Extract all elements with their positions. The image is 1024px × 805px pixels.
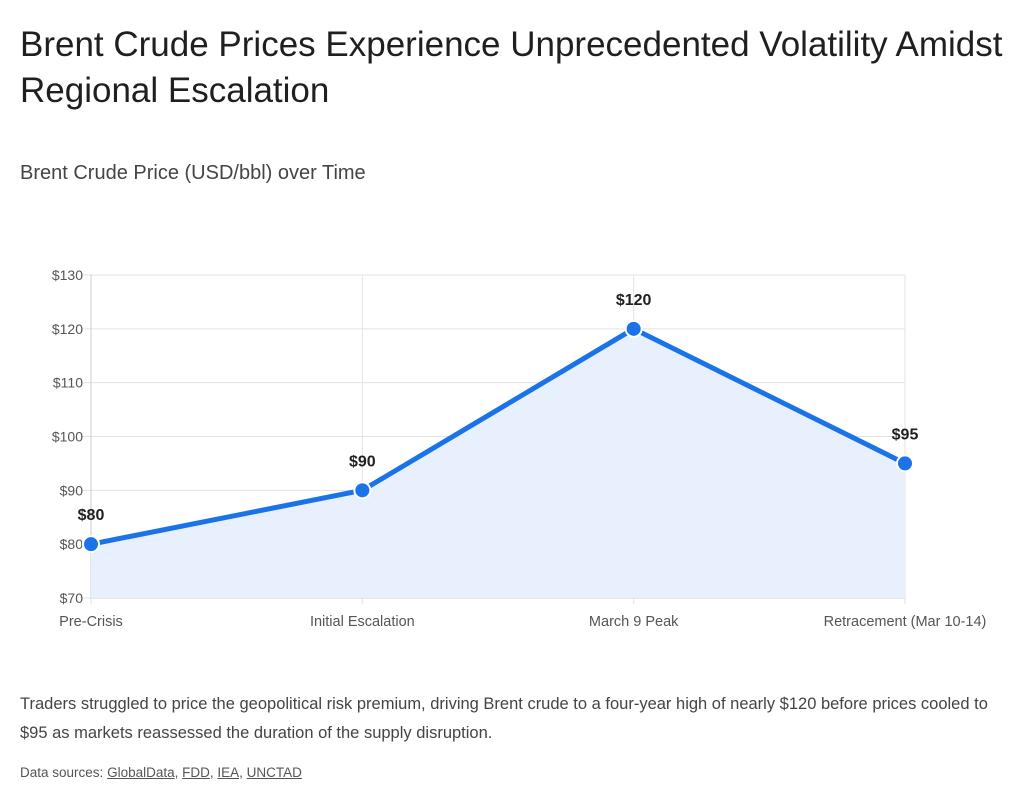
x-tick-label: March 9 Peak — [589, 614, 679, 630]
area-fill — [91, 328, 905, 598]
x-tick-label: Pre-Crisis — [59, 614, 123, 630]
chart: $70 $80 $90 $100 $110 $120 $130 Pre-Crisis Initi… — [52, 267, 987, 630]
data-sources: Data sources: GlobalData, FDD, IEA, UNCT… — [20, 765, 302, 780]
caption: Traders struggled to price the geopoliti… — [20, 695, 988, 742]
data-point — [896, 454, 914, 473]
sources-label: Data sources: — [20, 765, 104, 780]
series-line — [90, 326, 907, 547]
data-point — [624, 319, 643, 338]
chart-title: Brent Crude Price (USD/bbl) over Time — [20, 162, 366, 184]
source-link[interactable]: GlobalData — [107, 765, 175, 780]
source-link[interactable]: IEA — [217, 765, 240, 780]
data-label: $90 — [349, 453, 376, 470]
y-tick-label: $130 — [52, 267, 83, 283]
source-link[interactable]: FDD — [182, 765, 210, 780]
y-tick-label: $70 — [60, 590, 84, 606]
x-tick-label: Initial Escalation — [310, 614, 415, 630]
data-label: $95 — [892, 426, 919, 443]
data-label: $80 — [78, 507, 105, 524]
x-tick-label: Retracement (Mar 10-14) — [824, 614, 987, 630]
y-tick-label: $110 — [53, 375, 83, 391]
source-link[interactable]: UNCTAD — [246, 765, 302, 780]
y-tick-label: $90 — [60, 482, 84, 498]
data-point — [353, 481, 372, 500]
y-tick-label: $80 — [60, 536, 84, 552]
data-label: $120 — [616, 292, 652, 309]
data-point — [82, 535, 100, 554]
y-tick-label: $120 — [52, 321, 83, 337]
page-title: Brent Crude Prices Experience Unpreceden… — [20, 25, 1003, 110]
y-tick-label: $100 — [52, 429, 83, 445]
